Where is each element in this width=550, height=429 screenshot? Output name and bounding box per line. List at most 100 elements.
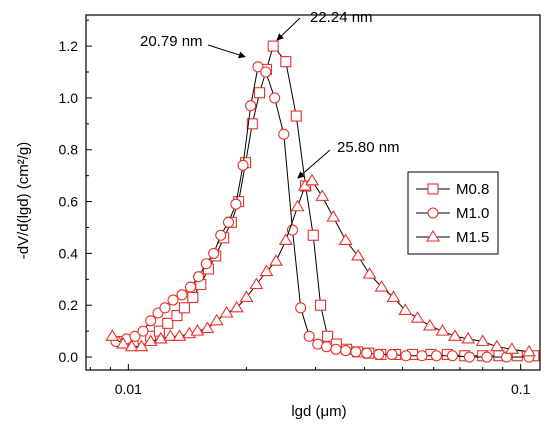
data-point-M1.0 — [373, 348, 385, 361]
data-point-M1.5 — [398, 303, 413, 315]
data-point-M1.5 — [461, 331, 476, 344]
data-point-M0.8 — [290, 110, 302, 122]
data-point-M0.8 — [178, 302, 190, 314]
data-point-M1.5 — [489, 339, 504, 352]
data-point-M1.5 — [269, 254, 284, 266]
data-point-M1.5 — [435, 324, 450, 336]
data-point-M0.8 — [187, 291, 199, 303]
data-point-M1.5 — [163, 329, 178, 341]
data-point-M1.5 — [504, 342, 519, 354]
data-point-M0.8 — [171, 310, 183, 322]
data-point-M1.0 — [215, 229, 227, 241]
data-point-M1.5 — [239, 290, 254, 302]
data-point-M0.8 — [307, 229, 319, 241]
data-point-M1.0 — [208, 247, 220, 259]
legend-entry-M0.8: M0.8 — [456, 181, 489, 198]
plot-area — [105, 40, 540, 363]
data-point-M1.0 — [278, 128, 290, 140]
data-point-M1.0 — [193, 271, 205, 283]
data-point-M1.0 — [145, 315, 157, 327]
data-point-M1.5 — [124, 339, 139, 352]
data-point-M1.0 — [446, 350, 458, 362]
data-point-M1.0 — [237, 159, 249, 171]
data-point-M1.0 — [245, 100, 257, 112]
y-tick-label: 1.2 — [59, 38, 79, 54]
data-point-M1.0 — [222, 216, 235, 228]
data-point-M1.0 — [340, 345, 352, 357]
data-point-M1.0 — [386, 348, 398, 361]
axes: 0.0 0.2 0.4 0.6 0.8 1.0 1.2 0.01 0.1 — [59, 14, 541, 397]
data-point-M1.5 — [116, 337, 131, 349]
data-point-M1.5 — [278, 233, 293, 245]
data-point-M1.0 — [400, 350, 412, 362]
data-point-M1.0 — [184, 281, 197, 293]
data-point-M1.0 — [200, 258, 212, 270]
data-point-M1.5 — [410, 311, 425, 323]
data-point-M1.5 — [362, 267, 377, 279]
data-point-M1.5 — [259, 264, 274, 277]
legend: M0.8 M1.0 M1.5 — [407, 171, 499, 255]
data-point-M1.5 — [315, 189, 330, 201]
annotation-label: 25.80 nm — [337, 139, 400, 156]
data-point-M1.0 — [176, 289, 188, 301]
data-point-M1.0 — [303, 330, 315, 342]
data-point-M0.8 — [315, 299, 327, 311]
x-tick-label: 0.1 — [511, 381, 531, 397]
annotation-arrow — [297, 149, 331, 179]
data-point-M1.5 — [422, 318, 437, 331]
data-point-M1.0 — [260, 66, 272, 78]
data-point-M1.5 — [229, 300, 244, 313]
data-point-M1.5 — [305, 173, 320, 186]
y-tick-label: 0.4 — [59, 245, 79, 261]
data-point-M0.8 — [267, 40, 279, 52]
x-axis-label: lgd (μm) — [291, 403, 346, 420]
plot-frame — [85, 14, 541, 371]
data-point-M1.5 — [209, 313, 224, 326]
legend-entry-M1.0: M1.0 — [456, 205, 489, 222]
y-tick-label: 0.2 — [59, 297, 79, 313]
data-point-M1.0 — [159, 302, 171, 314]
data-point-M1.0 — [230, 198, 242, 210]
data-point-M1.5 — [338, 233, 353, 245]
data-point-M1.0 — [416, 350, 428, 362]
data-point-M1.0 — [295, 302, 307, 314]
data-point-M1.5 — [200, 321, 215, 334]
data-point-M1.5 — [249, 277, 264, 290]
data-point-M0.8 — [246, 118, 258, 130]
annotation-label: 22.24 nm — [310, 9, 373, 26]
data-point-M1.5 — [374, 280, 389, 292]
data-point-M1.0 — [137, 325, 149, 337]
data-point-M1.0 — [481, 351, 493, 363]
annotation-label: 20.79 nm — [140, 33, 203, 50]
data-point-M1.0 — [167, 294, 179, 306]
annotation-arrow — [276, 17, 301, 41]
data-point-M0.8 — [280, 56, 292, 68]
data-point-M1.0 — [129, 330, 141, 342]
data-point-M1.5 — [448, 329, 462, 341]
annotations: 20.79 nm 22.24 nm 25.80 nm — [140, 9, 400, 179]
data-point-M1.0 — [269, 92, 281, 104]
annotation-arrow — [207, 44, 246, 59]
y-tick-label: 0.6 — [59, 194, 79, 210]
data-point-M0.8 — [511, 350, 523, 362]
data-point-M1.5 — [522, 344, 536, 357]
data-point-M1.0 — [320, 341, 333, 353]
data-point-M1.5 — [351, 248, 366, 261]
y-tick-label: 0.0 — [59, 349, 79, 365]
data-point-M1.5 — [386, 290, 401, 302]
data-point-M1.5 — [326, 210, 341, 222]
y-tick-label: 1.0 — [59, 90, 79, 106]
data-point-M1.0 — [330, 343, 342, 355]
legend-entry-M1.5: M1.5 — [456, 229, 489, 246]
data-point-M1.0 — [252, 61, 264, 73]
data-point-M0.8 — [254, 87, 266, 99]
data-point-M1.5 — [290, 199, 305, 212]
data-point-M1.5 — [190, 324, 205, 336]
x-tick-label: 0.01 — [115, 381, 142, 397]
series-M1.5 — [105, 173, 536, 357]
data-point-M0.8 — [162, 317, 174, 329]
series-M1.0 — [110, 61, 535, 363]
data-point-M1.5 — [143, 334, 158, 347]
legend-marker-M1.5 — [426, 229, 440, 242]
